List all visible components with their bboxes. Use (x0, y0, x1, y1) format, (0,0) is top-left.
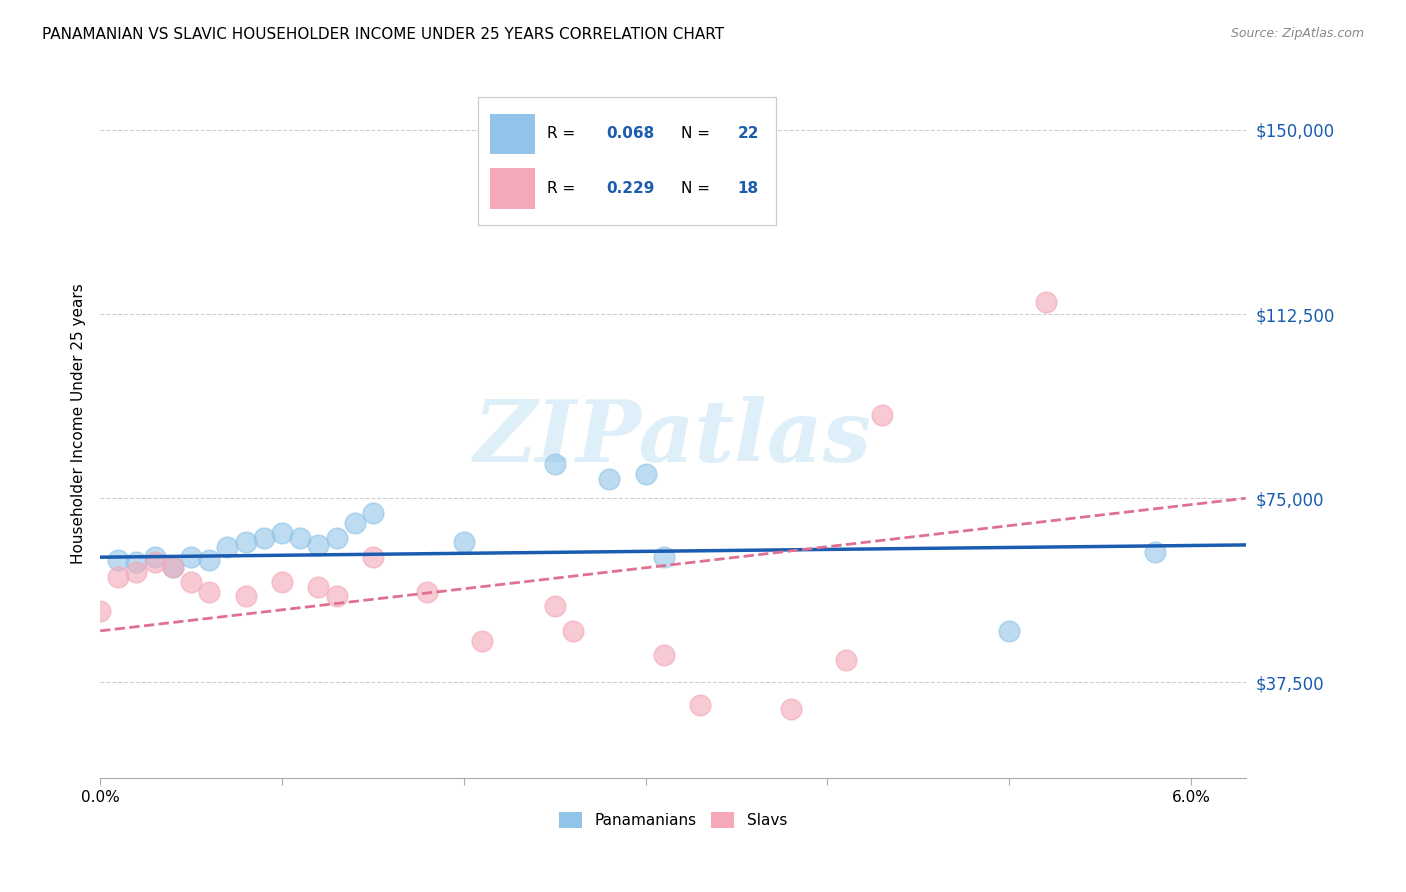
Point (89, 604, 111, 618)
Point (870, 408, 893, 422)
Point (834, 653, 856, 667)
Point (198, 552, 221, 566)
Point (143, 555, 166, 569)
Point (180, 574, 202, 589)
Point (162, 560, 184, 574)
Point (125, 565, 148, 579)
Point (325, 590, 347, 604)
Point (107, 570, 129, 584)
Text: ZIPatlas: ZIPatlas (474, 396, 872, 479)
Point (253, 531, 276, 545)
Legend: Panamanians, Slavs: Panamanians, Slavs (553, 806, 793, 834)
Point (125, 555, 148, 569)
Point (780, 702, 803, 716)
Point (271, 574, 294, 589)
Point (198, 584, 221, 599)
Point (416, 584, 439, 599)
Point (180, 550, 202, 565)
Point (361, 550, 384, 565)
Point (453, 535, 475, 549)
Point (471, 633, 494, 648)
Point (998, 624, 1021, 638)
Point (288, 531, 311, 545)
Point (217, 541, 239, 555)
Point (343, 516, 366, 530)
Point (652, 648, 675, 663)
Point (307, 538, 329, 552)
Point (325, 531, 347, 545)
Y-axis label: Householder Income Under 25 years: Householder Income Under 25 years (72, 283, 86, 564)
Point (361, 506, 384, 520)
Point (307, 580, 329, 594)
Point (689, 698, 711, 712)
Point (235, 535, 257, 549)
Text: PANAMANIAN VS SLAVIC HOUSEHOLDER INCOME UNDER 25 YEARS CORRELATION CHART: PANAMANIAN VS SLAVIC HOUSEHOLDER INCOME … (42, 27, 724, 42)
Point (544, 599, 567, 614)
Point (271, 525, 294, 540)
Point (652, 550, 675, 565)
Point (107, 552, 129, 566)
Point (634, 467, 657, 481)
Point (1035, 294, 1057, 309)
Text: Source: ZipAtlas.com: Source: ZipAtlas.com (1230, 27, 1364, 40)
Point (561, 624, 583, 638)
Point (1143, 545, 1166, 559)
Point (544, 457, 567, 471)
Point (598, 472, 620, 486)
Point (162, 560, 184, 574)
Point (235, 590, 257, 604)
Point (143, 550, 166, 565)
